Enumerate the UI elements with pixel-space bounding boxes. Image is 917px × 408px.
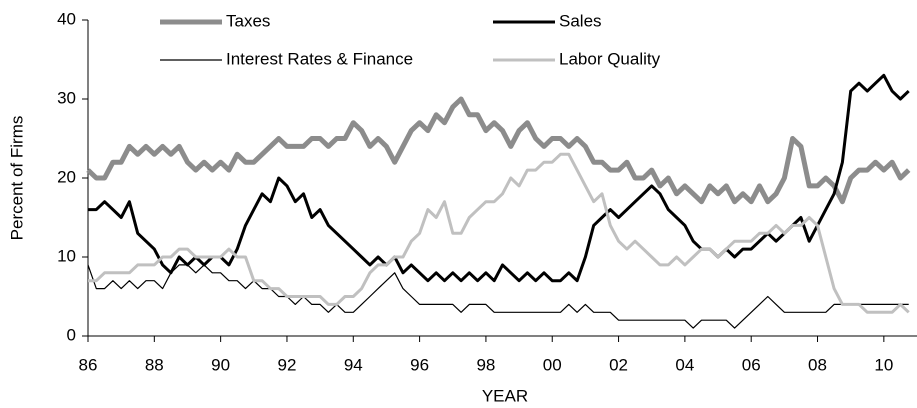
- x-tick-label: 96: [410, 355, 429, 374]
- x-tick-label: 98: [476, 355, 495, 374]
- legend-label: Interest Rates & Finance: [226, 49, 413, 68]
- legend-label: Taxes: [226, 11, 270, 30]
- series-line: [87, 264, 909, 329]
- x-axis-label: YEAR: [482, 386, 528, 405]
- series-line: [88, 152, 910, 314]
- x-tick-label: 08: [808, 355, 827, 374]
- x-tick-label: 00: [543, 355, 562, 374]
- y-tick-label: 40: [57, 9, 76, 28]
- x-tick-label: 06: [742, 355, 761, 374]
- x-tick-label: 10: [874, 355, 893, 374]
- y-tick-label: 0: [67, 325, 76, 344]
- x-tick-label: 04: [675, 355, 694, 374]
- legend-label: Labor Quality: [559, 49, 661, 68]
- y-axis-label: Percent of Firms: [7, 116, 26, 241]
- x-tick-label: 92: [277, 355, 296, 374]
- x-tick-label: 88: [145, 355, 164, 374]
- x-tick-label: 94: [344, 355, 363, 374]
- series-line: [86, 96, 911, 205]
- x-tick-label: 90: [211, 355, 230, 374]
- x-tick-label: 86: [79, 355, 98, 374]
- x-tick-label: 02: [609, 355, 628, 374]
- y-tick-label: 20: [57, 167, 76, 186]
- series-line: [88, 73, 910, 283]
- y-tick-label: 10: [57, 246, 76, 265]
- y-tick-label: 30: [57, 88, 76, 107]
- legend-label: Sales: [559, 11, 602, 30]
